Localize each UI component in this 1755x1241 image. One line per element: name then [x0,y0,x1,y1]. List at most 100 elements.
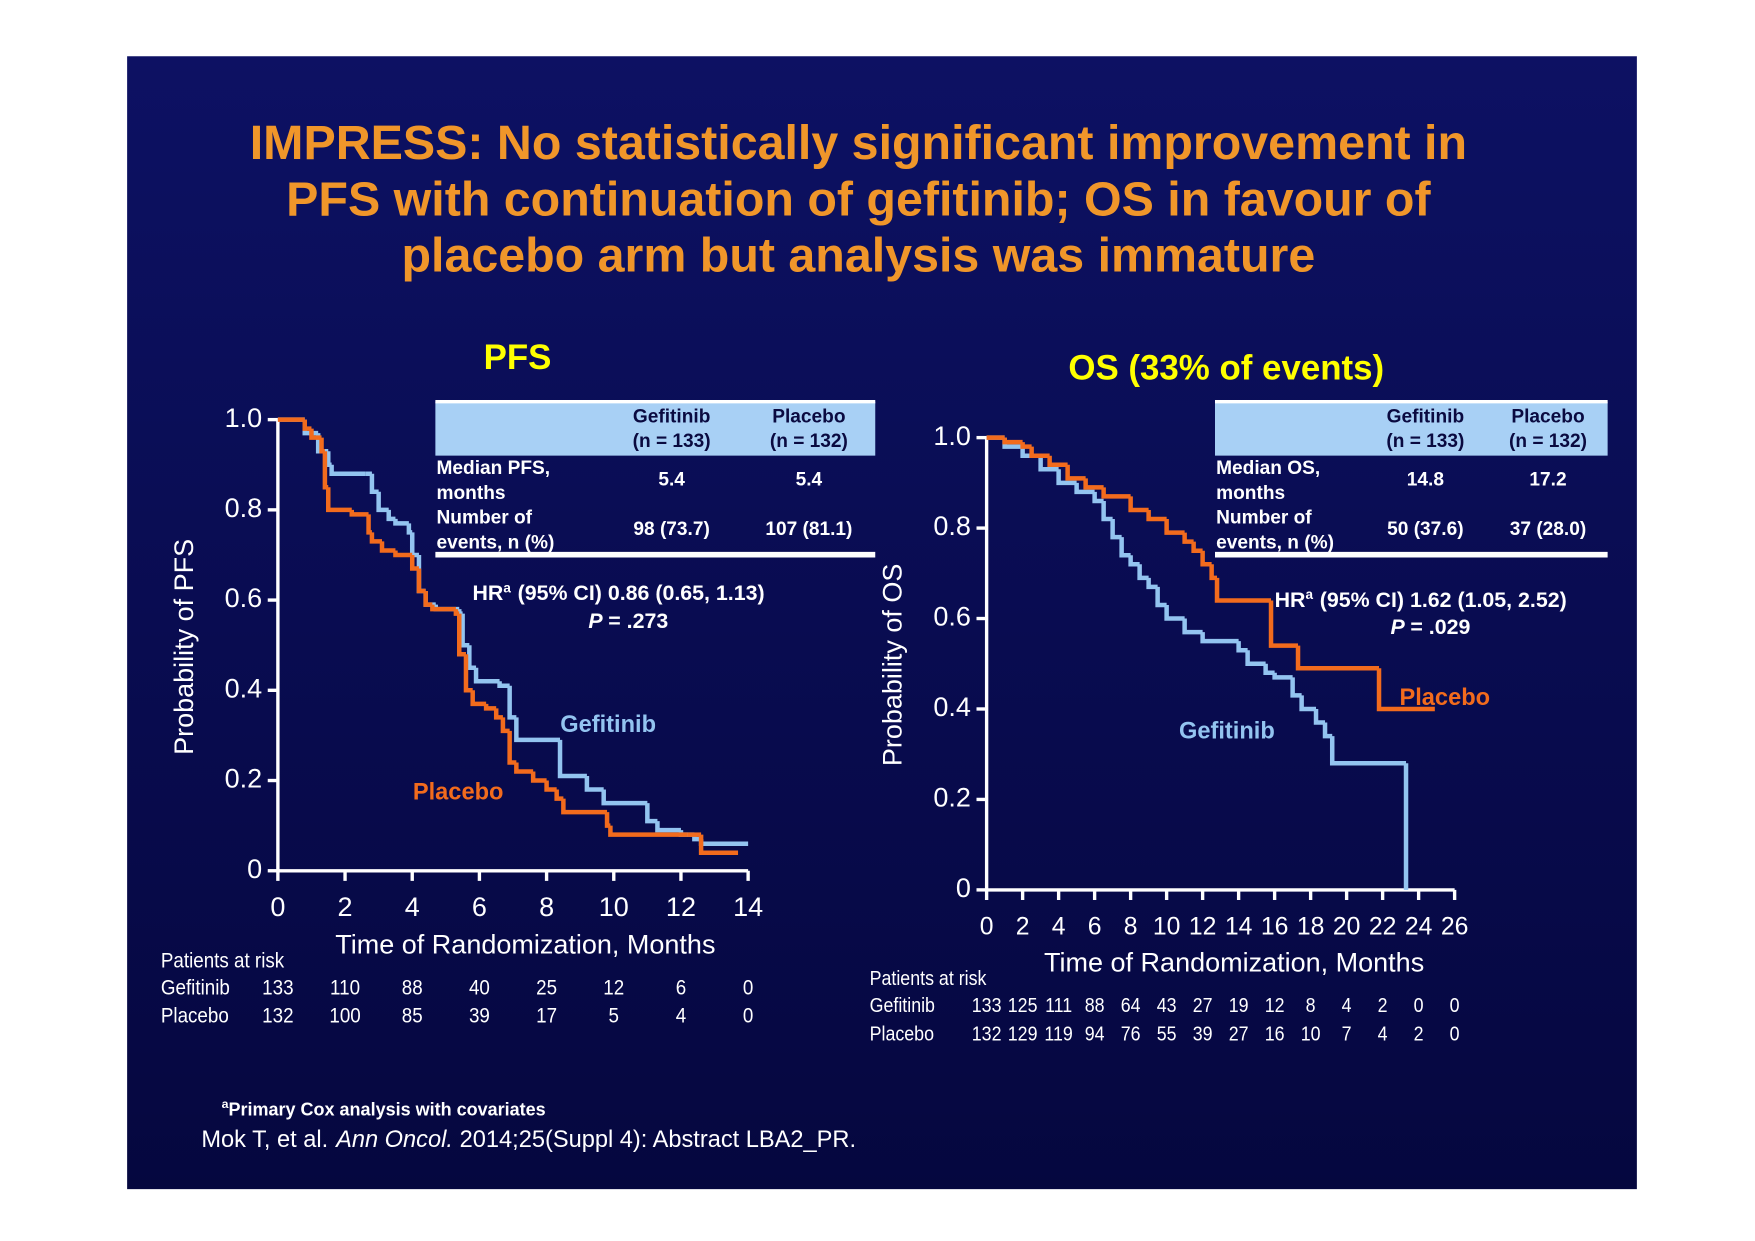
series-label: Gefitinib [560,712,656,738]
slide-background [127,56,1637,1190]
table-header: Placebo [1511,406,1584,427]
at-risk-count: 43 [1157,995,1177,1017]
table-header: (n = 132) [770,431,848,452]
hr-prefix: HR [1275,587,1306,611]
at-risk-count: 4 [676,1005,686,1028]
series-label: Placebo [1400,685,1491,711]
y-tick-label: 0.2 [225,764,263,794]
hr-text: (95% CI) 0.86 (0.65, 1.13) [518,581,765,605]
at-risk-count: 2 [1414,1023,1424,1045]
survival-step [376,491,389,513]
x-tick-label: 26 [1441,914,1469,941]
survival-step [1128,496,1149,513]
hr-marker: a [503,580,511,595]
survival-step [1214,577,1272,603]
survival-step [497,681,510,689]
survival-step [1047,455,1068,468]
at-risk-count: 133 [972,995,1002,1017]
survival-step [601,789,648,806]
y-tick-label: 0.4 [933,692,971,722]
at-risk-name: Placebo [870,1023,934,1045]
survival-step [561,798,608,815]
table-header-band [435,401,876,456]
survival-step [1164,604,1185,621]
at-risk-count: 5 [609,1005,619,1028]
survival-step [483,703,497,711]
survival-step [430,604,456,612]
survival-step [1272,672,1293,680]
y-tick-label: 0 [956,873,971,903]
survival-step [1110,519,1122,540]
p-text: = .029 [1410,614,1470,638]
at-risk-count: 40 [469,976,490,999]
survival-step [369,473,379,495]
at-risk-count: 100 [329,1005,360,1028]
survival-step [1128,555,1140,567]
at-risk-count: 129 [1008,1023,1038,1045]
survival-step [1092,491,1104,504]
survival-step [584,776,604,792]
at-risk-count: 76 [1121,1023,1141,1045]
at-risk-count: 0 [743,1005,753,1028]
survival-step [514,762,534,774]
table-row-label: Median PFS, [437,458,551,479]
at-risk-count: 125 [1008,995,1038,1017]
at-risk-count: 55 [1157,1023,1177,1045]
table-row-label: Number of [437,508,533,529]
at-risk-count: 94 [1085,1023,1105,1045]
y-tick-label: 0.2 [933,783,971,813]
p-label: P [1391,614,1406,638]
at-risk-count: 0 [743,976,753,999]
x-tick-label: 12 [1189,914,1217,941]
table-row-label: months [1216,483,1285,504]
table-header: Placebo [772,406,845,427]
survival-step [1182,532,1194,544]
survival-step [1119,537,1131,558]
survival-step [326,487,352,513]
at-risk-count: 85 [402,1005,423,1028]
at-risk-count: 133 [262,976,293,999]
survival-step [473,667,500,684]
footnote-text: Primary Cox analysis with covariates [229,1099,546,1119]
x-tick-label: 14 [1225,914,1253,941]
at-risk-count: 132 [972,1023,1002,1045]
survival-step [1200,550,1212,567]
p-label: P [588,609,603,633]
survival-step [1263,663,1275,676]
hr-text: (95% CI) 1.62 (1.05, 2.52) [1320,587,1567,611]
x-tick-label: 8 [1124,914,1138,941]
survival-step [514,717,561,743]
survival-step [1245,650,1266,667]
y-tick-label: 1.0 [933,421,971,451]
x-tick-label: 6 [472,892,487,922]
at-risk-count: 25 [536,976,557,999]
survival-step [604,812,611,828]
hazard-ratio: HRa (95% CI) 1.62 (1.05, 2.52) [1275,587,1567,612]
survival-step [1191,541,1203,553]
y-tick-label: 0 [247,854,262,884]
slide-title: IMPRESS: No statistically significant im… [250,116,1467,170]
at-risk-count: 17 [536,1005,557,1028]
survival-step [1002,437,1023,445]
survival-step [1290,677,1302,698]
survival-step [379,541,396,553]
survival-step [1056,469,1077,486]
x-tick-label: 4 [405,892,420,922]
table-row-label: events, n (%) [437,532,555,553]
survival-step [1322,722,1333,739]
at-risk-name: Gefitinib [870,995,935,1017]
survival-step [557,739,587,779]
x-tick-label: 10 [1153,914,1181,941]
x-tick-label: 4 [1052,914,1066,941]
footnote: aPrimary Cox analysis with covariates [222,1097,546,1119]
x-tick-label: 18 [1297,914,1325,941]
table-header: Gefitinib [633,406,711,427]
at-risk-count: 27 [1193,995,1213,1017]
hazard-ratio: HRa (95% CI) 0.86 (0.65, 1.13) [473,580,765,605]
table-cell: 37 (28.0) [1510,519,1586,540]
survival-step [1101,500,1113,522]
survival-step [1182,618,1203,635]
at-risk-count: 39 [469,1005,490,1028]
